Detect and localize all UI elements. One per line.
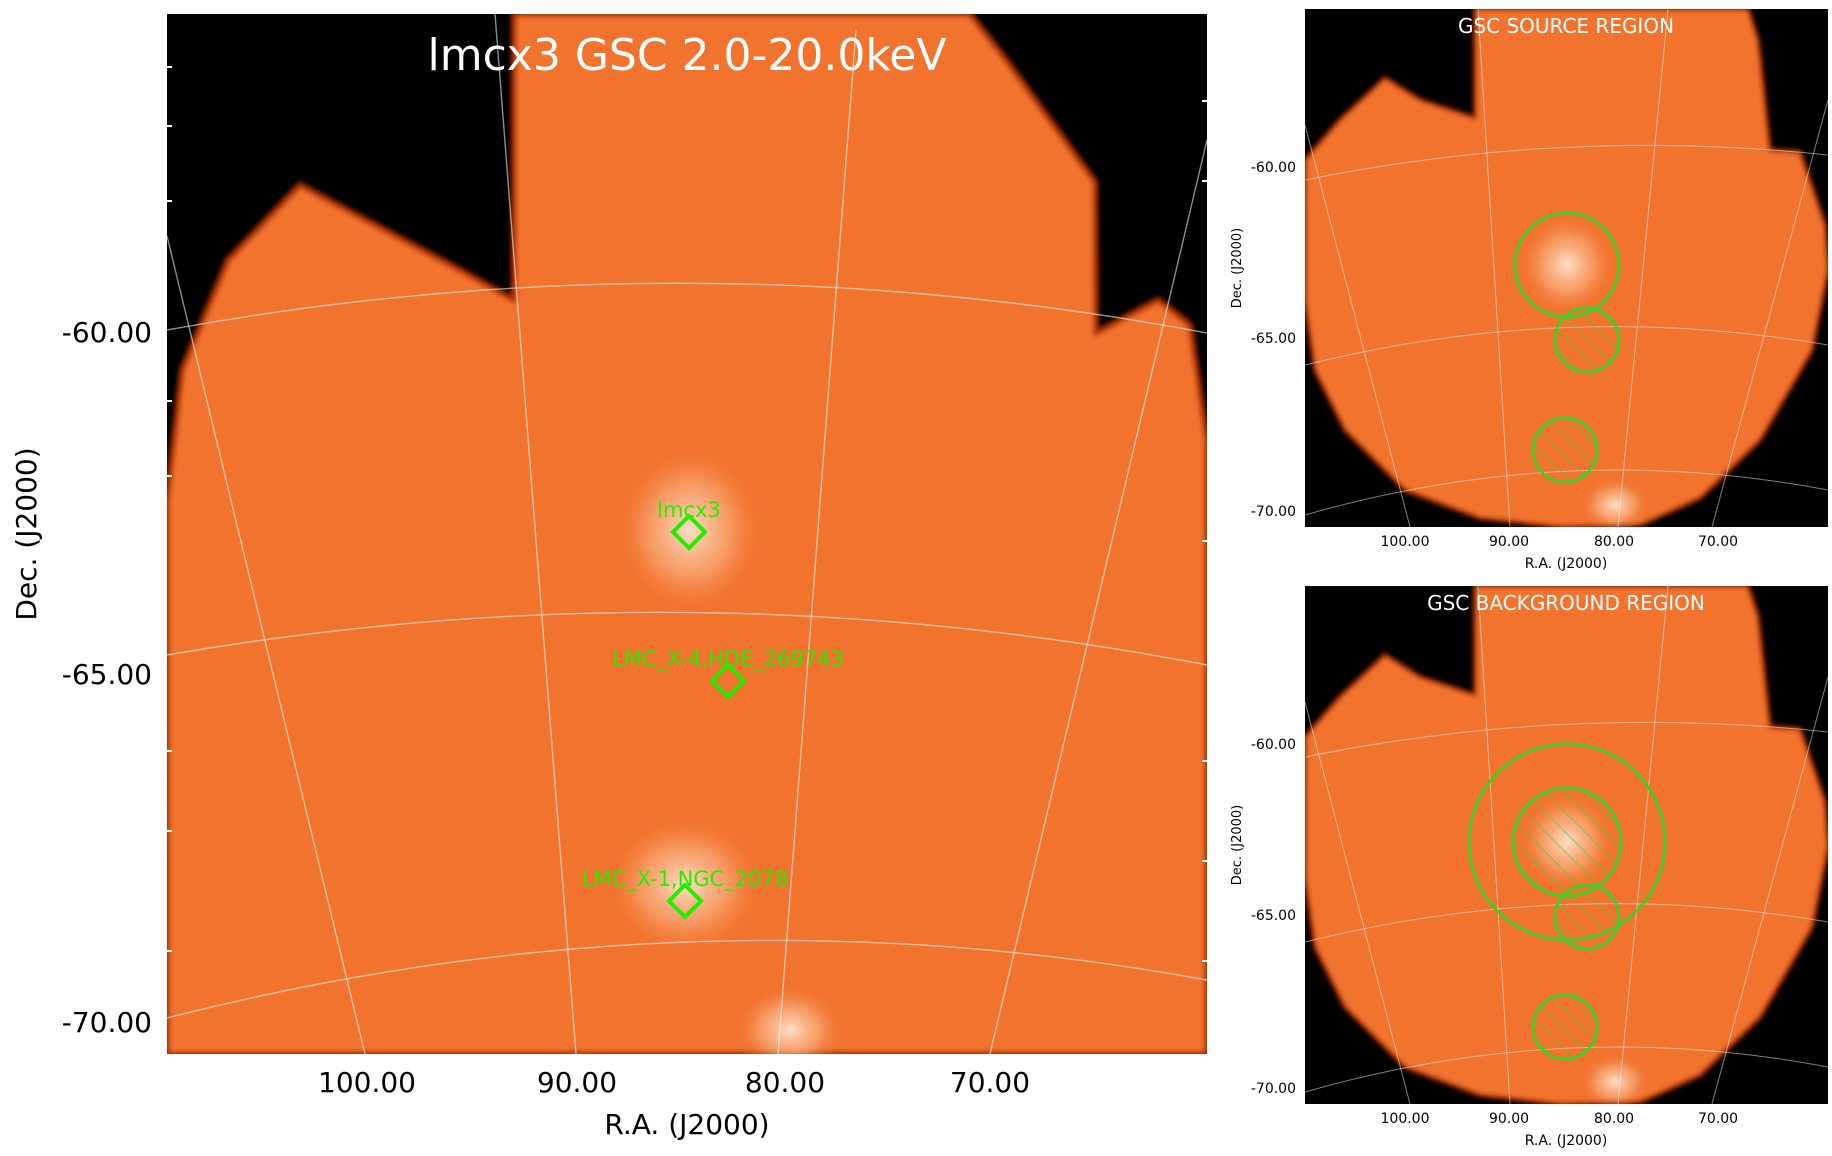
main-glow-bottom	[735, 985, 845, 1054]
background-xtick-80: 80.00	[1594, 1111, 1634, 1127]
background-ylabel: Dec. (J2000)	[1230, 805, 1245, 885]
main-xtick-90: 90.00	[537, 1066, 617, 1099]
background-exclude-lmcx1	[1531, 993, 1599, 1061]
source-xtick-80: 80.00	[1594, 534, 1634, 550]
main-xlabel: R.A. (J2000)	[604, 1108, 769, 1141]
background-xtick-90: 90.00	[1489, 1111, 1529, 1127]
source-exclude-lmcx4	[1553, 306, 1621, 374]
source-exclude-lmcx1	[1531, 416, 1599, 484]
background-panel: GSC BACKGROUND REGION -60.00 -65.00 -70.…	[1230, 586, 1828, 1149]
main-xtick-70: 70.00	[950, 1066, 1030, 1099]
background-exclude-lmcx3	[1511, 786, 1623, 898]
marker-lmcx1	[666, 882, 704, 920]
background-xlabel: R.A. (J2000)	[1525, 1133, 1608, 1149]
background-xtick-100: 100.00	[1381, 1111, 1430, 1127]
main-ylabel: Dec. (J2000)	[10, 447, 43, 620]
marker-lmcx4	[709, 662, 747, 700]
source-ytick-65: -65.00	[1251, 331, 1296, 347]
source-panel: GSC SOURCE REGION -60.00 -65.00 -70.00 1…	[1230, 9, 1828, 572]
main-ytick-65: -65.00	[62, 658, 152, 691]
main-ticks	[167, 66, 1207, 962]
main-panel: lmcx3 LMC_X-4,HDE_269743 LMC_X-1,NGC_207…	[10, 14, 1207, 1141]
main-xtick-100: 100.00	[318, 1066, 416, 1099]
main-ytick-70: -70.00	[62, 1006, 152, 1039]
background-ytick-65: -65.00	[1251, 908, 1296, 924]
source-ylabel: Dec. (J2000)	[1230, 228, 1245, 308]
source-label-lmcx1: LMC_X-1,NGC_2078	[582, 867, 789, 892]
main-glow-lmcx3	[615, 445, 765, 615]
source-glow-bottom	[1580, 477, 1650, 527]
source-ytick-60: -60.00	[1251, 160, 1296, 176]
source-label-lmcx3: lmcx3	[657, 498, 721, 522]
source-glow-lmcx3	[1519, 215, 1615, 315]
source-label-lmcx4: LMC_X-4,HDE_269743	[612, 647, 844, 672]
source-xlabel: R.A. (J2000)	[1525, 556, 1608, 572]
source-xtick-100: 100.00	[1381, 534, 1430, 550]
source-xtick-70: 70.00	[1698, 534, 1738, 550]
background-title: GSC BACKGROUND REGION	[1427, 591, 1705, 615]
main-grid	[167, 14, 1207, 1054]
background-ytick-60: -60.00	[1251, 737, 1296, 753]
source-ytick-70: -70.00	[1251, 504, 1296, 520]
main-xtick-80: 80.00	[745, 1066, 825, 1099]
main-source-markers	[666, 513, 747, 920]
background-ytick-70: -70.00	[1251, 1081, 1296, 1097]
background-xtick-70: 70.00	[1698, 1111, 1738, 1127]
main-ytick-60: -60.00	[62, 316, 152, 349]
source-title: GSC SOURCE REGION	[1458, 14, 1674, 38]
background-exclude-lmcx4	[1553, 883, 1621, 951]
source-xtick-90: 90.00	[1489, 534, 1529, 550]
main-title: lmcx3 GSC 2.0-20.0keV	[428, 30, 947, 81]
background-glow-bottom	[1580, 1054, 1650, 1104]
marker-lmcx3	[670, 513, 708, 551]
